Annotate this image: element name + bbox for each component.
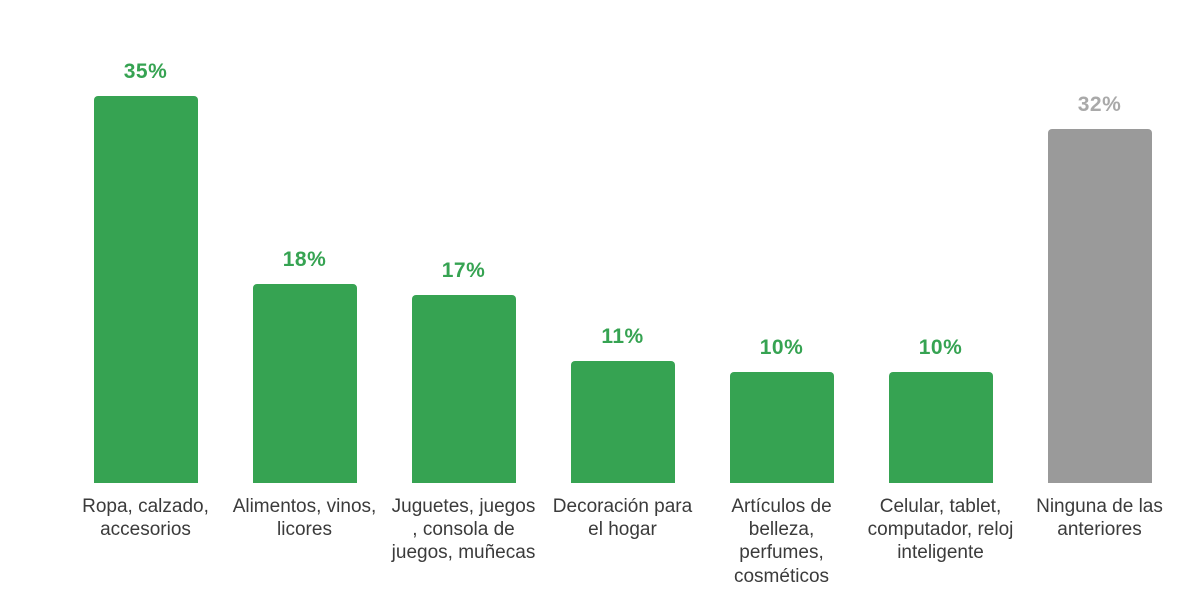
category-cell: Juguetes, juegos , consola de juegos, mu… [384, 483, 543, 588]
bar [570, 361, 675, 483]
bar-group: 11% [543, 326, 702, 483]
bar [1047, 129, 1152, 483]
bar-group: 17% [384, 260, 543, 483]
category-cell: Celular, tablet, computador, reloj intel… [861, 483, 1020, 588]
category-label: Ropa, calzado, accesorios [82, 496, 209, 541]
category-label: Ninguna de las anteriores [1036, 496, 1163, 541]
category-label: Juguetes, juegos , consola de juegos, mu… [391, 496, 536, 564]
bar [411, 295, 516, 483]
bar [93, 96, 198, 483]
category-cell: Ninguna de las anteriores [1020, 483, 1179, 588]
category-cell: Ropa, calzado, accesorios [66, 483, 225, 588]
bar-value-label: 10% [759, 336, 804, 359]
bar-value-label: 11% [601, 325, 644, 348]
bar-group: 18% [225, 249, 384, 483]
category-cell: Decoración para el hogar [543, 483, 702, 588]
bar [888, 372, 993, 483]
bar-value-label: 10% [918, 336, 963, 359]
category-label: Artículos de belleza, perfumes, cosmétic… [731, 496, 832, 587]
bar-value-label: 18% [282, 248, 327, 271]
bar-group: 10% [861, 337, 1020, 483]
bars-area: 35% 18% 17% 11% 10% 10% 32% [66, 0, 1200, 483]
bar [252, 284, 357, 483]
category-axis: Ropa, calzado, accesorios Alimentos, vin… [66, 483, 1200, 588]
bar-group: 10% [702, 337, 861, 483]
category-label: Decoración para el hogar [552, 496, 693, 541]
category-cell: Artículos de belleza, perfumes, cosmétic… [702, 483, 861, 588]
bar [729, 372, 834, 483]
bar-group: 35% [66, 61, 225, 483]
category-cell: Alimentos, vinos, licores [225, 483, 384, 588]
bar-value-label: 35% [123, 60, 168, 83]
bar-value-label: 17% [441, 259, 486, 282]
bar-value-label: 32% [1077, 93, 1122, 116]
bar-group: 32% [1020, 94, 1179, 483]
category-label: Alimentos, vinos, licores [232, 496, 377, 541]
category-label: Celular, tablet, computador, reloj intel… [867, 496, 1014, 564]
